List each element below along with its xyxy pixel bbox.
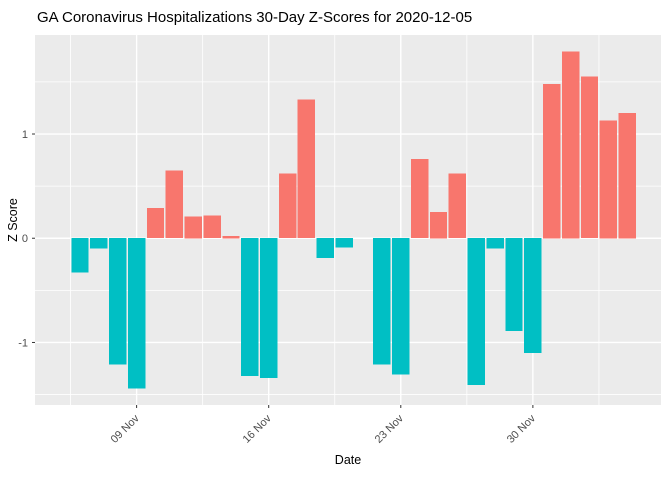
x-tick-label: 09 Nov [109, 412, 142, 445]
bar-09-nov [127, 238, 146, 389]
bar-23-nov [392, 238, 410, 375]
bar-12-nov [184, 216, 202, 239]
y-axis-tick-labels: -1 0 1 [18, 129, 28, 349]
x-tick-label: 30 Nov [505, 412, 538, 445]
bar-28-nov [486, 238, 504, 249]
x-tick-label: 23 Nov [373, 412, 406, 445]
bar-26-nov [448, 173, 467, 239]
bar-15-nov [241, 238, 259, 376]
bar-19-nov [316, 238, 334, 258]
bar-10-nov [146, 208, 165, 239]
bars [71, 51, 636, 389]
bar-25-nov [429, 212, 448, 239]
bar-05-dec [618, 113, 636, 239]
axis-tick-marks [32, 133, 534, 408]
bar-04-dec [599, 120, 618, 239]
bar-07-nov [90, 238, 108, 249]
y-tick-label: -1 [18, 337, 28, 349]
chart-title: GA Coronavirus Hospitalizations 30-Day Z… [37, 9, 473, 26]
bar-16-nov [260, 238, 278, 378]
bar-13-nov [203, 215, 221, 239]
bar-22-nov [373, 238, 391, 365]
bar-14-nov [222, 236, 240, 239]
bar-18-nov [297, 99, 316, 239]
bar-02-dec [561, 51, 580, 239]
minor-gridlines [35, 35, 661, 405]
bar-03-dec [580, 76, 599, 239]
x-axis-tick-labels: 09 Nov 16 Nov 23 Nov 30 Nov [109, 412, 539, 445]
bar-01-dec [543, 84, 561, 239]
bar-06-nov [71, 238, 89, 273]
bar-30-nov [524, 238, 542, 353]
bar-20-nov [335, 238, 353, 248]
bar-27-nov [467, 238, 485, 386]
y-tick-label: 1 [22, 129, 28, 141]
y-tick-label: 0 [22, 233, 28, 245]
bar-29-nov [505, 238, 523, 331]
x-axis-title: Date [334, 453, 362, 467]
bar-11-nov [165, 170, 184, 239]
bar-24-nov [411, 159, 429, 239]
bar-17-nov [278, 173, 297, 239]
bar-08-nov [109, 238, 127, 365]
x-tick-label: 16 Nov [241, 412, 274, 445]
